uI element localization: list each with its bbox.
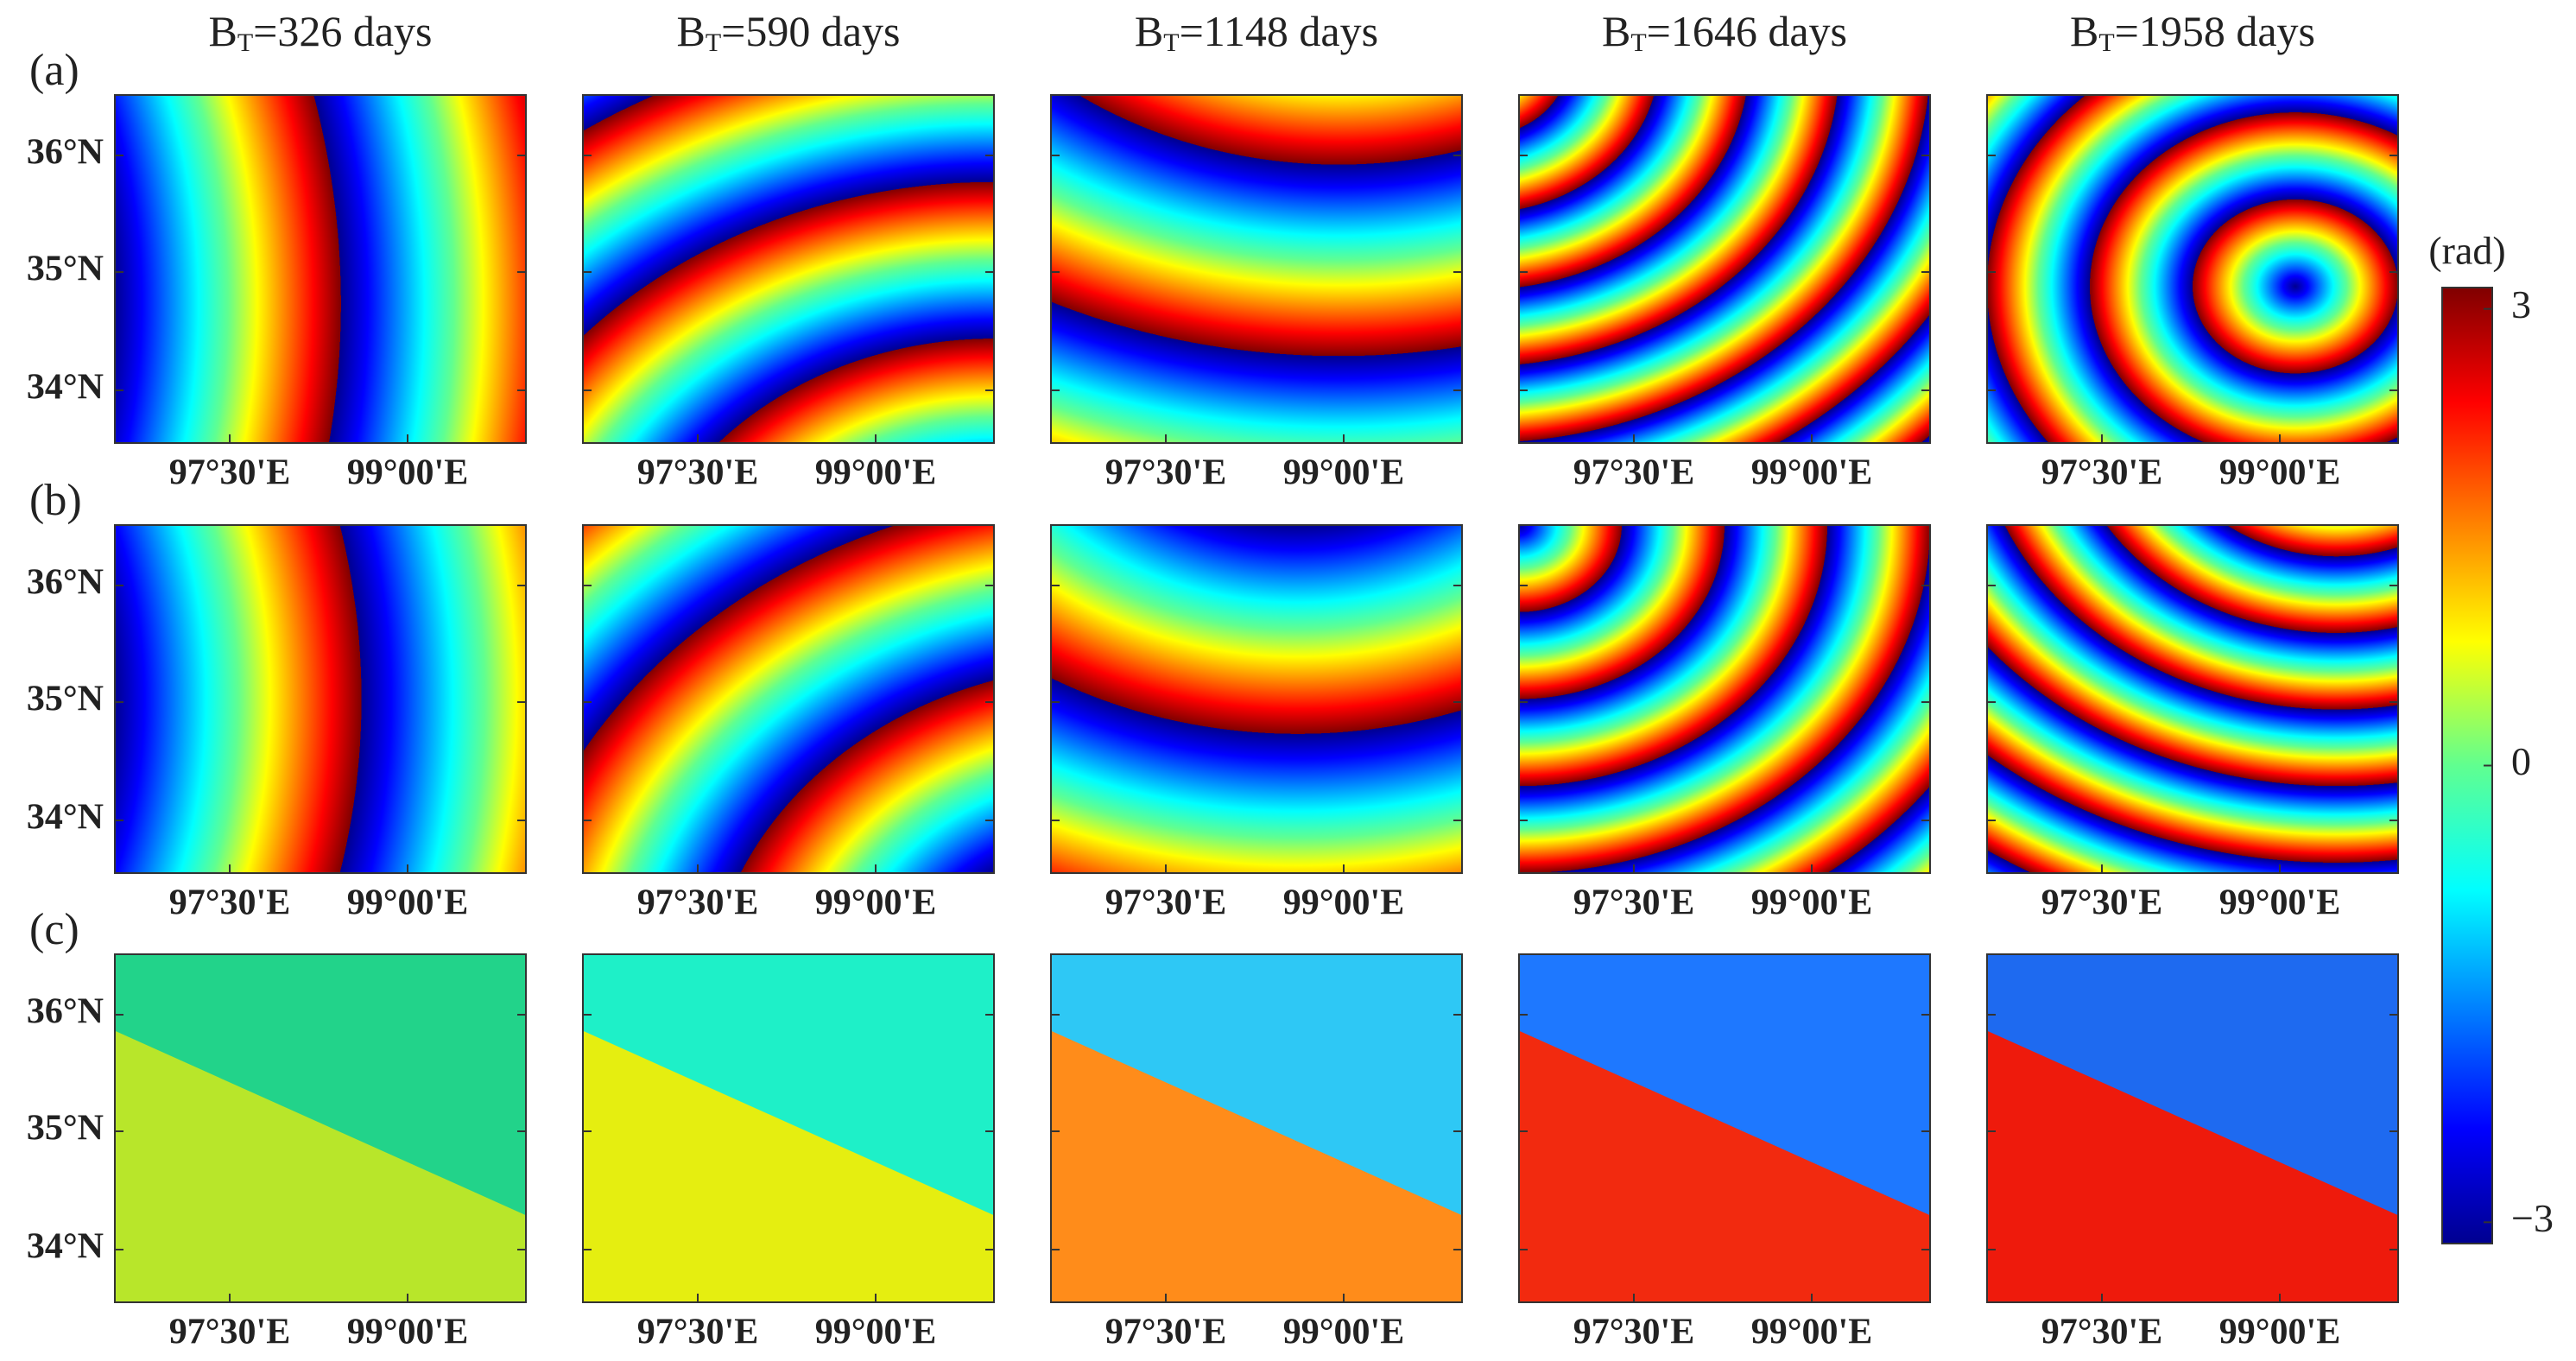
panel-frame [1050,94,1463,444]
colorbar-tick-label: 3 [2511,282,2531,326]
y-tick-label: 35°N [27,1109,104,1149]
panel-frame [1986,953,2399,1303]
row-label: (a) [29,46,79,95]
phase-panel [115,525,526,873]
x-tick-label: 97°30'E [169,453,290,493]
title-symbol: B [1602,7,1630,55]
y-tick-label: 36°N [27,133,104,173]
x-tick-label: 99°00'E [2219,1313,2340,1352]
phase-panel [115,95,526,443]
y-tick-label: 35°N [27,680,104,719]
column-title: BT=1958 days [2070,7,2315,56]
x-tick-label: 99°00'E [815,453,936,493]
colorbar-label: (rad) [2428,229,2505,273]
x-tick-label: 97°30'E [1573,883,1694,923]
x-tick-label: 97°30'E [1105,453,1226,493]
x-tick-label: 97°30'E [1573,453,1694,493]
x-tick-label: 99°00'E [1751,453,1872,493]
column-title: BT=326 days [208,7,432,56]
colorbar-tick-label: −3 [2511,1196,2554,1240]
phase-region [1051,1030,1462,1302]
y-tick-label: 36°N [27,563,104,603]
x-tick-label: 99°00'E [347,453,468,493]
colorbar-tick-label: 0 [2511,739,2531,783]
x-tick-label: 97°30'E [2041,453,2162,493]
x-tick-label: 99°00'E [1283,883,1404,923]
y-tick-label: 34°N [27,368,104,408]
panel-frame [114,94,527,444]
x-tick-label: 99°00'E [1751,1313,1872,1352]
title-text: =1646 days [1647,7,1847,55]
x-tick-label: 97°30'E [637,453,758,493]
panel-frame [1050,953,1463,1303]
phase-panel [583,95,994,443]
title-text: =1958 days [2115,7,2315,55]
panel-frame [582,94,995,444]
column-title: BT=590 days [676,7,900,56]
phase-panel [1987,95,2398,443]
y-tick-label: 35°N [27,250,104,289]
title-symbol: B [676,7,705,55]
phase-panel [583,525,994,873]
title-subscript: T [1630,28,1646,57]
title-subscript: T [1163,28,1179,57]
y-tick-label: 34°N [27,798,104,838]
phase-panel [1987,525,2398,873]
title-subscript: T [2098,28,2114,57]
phase-panel [1519,95,1930,443]
phase-panel [1051,525,1462,873]
title-symbol: B [208,7,237,55]
x-tick-label: 99°00'E [347,1313,468,1352]
x-tick-label: 97°30'E [169,883,290,923]
title-subscript: T [237,28,253,57]
x-tick-label: 99°00'E [815,883,936,923]
phase-region [1987,1030,2398,1302]
x-tick-label: 97°30'E [637,883,758,923]
phase-panel [1519,525,1930,873]
x-tick-label: 97°30'E [2041,1313,2162,1352]
panel-frame [1518,953,1931,1303]
column-title: BT=1646 days [1602,7,1847,56]
column-title: BT=1148 days [1135,7,1378,56]
title-symbol: B [1135,7,1163,55]
panel-frame [114,524,527,874]
x-tick-label: 99°00'E [815,1313,936,1352]
title-symbol: B [2070,7,2098,55]
x-tick-label: 97°30'E [1573,1313,1694,1352]
title-text: =590 days [721,7,900,55]
panel-frame [582,524,995,874]
x-tick-label: 99°00'E [2219,883,2340,923]
panel-frame [1986,524,2399,874]
x-tick-label: 99°00'E [1751,883,1872,923]
y-tick-label: 34°N [27,1227,104,1267]
y-tick-label: 36°N [27,992,104,1032]
title-subscript: T [706,28,721,57]
x-tick-label: 97°30'E [1105,883,1226,923]
phase-region [1519,1030,1930,1302]
x-tick-label: 99°00'E [2219,453,2340,493]
panel-frame [582,953,995,1303]
x-tick-label: 99°00'E [347,883,468,923]
x-tick-label: 99°00'E [1283,453,1404,493]
row-label: (b) [29,476,82,525]
panel-frame [1986,94,2399,444]
phase-region [583,1030,994,1302]
title-text: =326 days [253,7,432,55]
x-tick-label: 97°30'E [637,1313,758,1352]
row-label: (c) [29,905,79,954]
x-tick-label: 97°30'E [1105,1313,1226,1352]
x-tick-label: 97°30'E [2041,883,2162,923]
panel-frame [1518,94,1931,444]
panel-frame [114,953,527,1303]
phase-panel [1051,95,1462,443]
panel-frame [1050,524,1463,874]
title-text: =1148 days [1180,7,1379,55]
x-tick-label: 99°00'E [1283,1313,1404,1352]
x-tick-label: 97°30'E [169,1313,290,1352]
panel-frame [1518,524,1931,874]
phase-region [115,1030,526,1302]
